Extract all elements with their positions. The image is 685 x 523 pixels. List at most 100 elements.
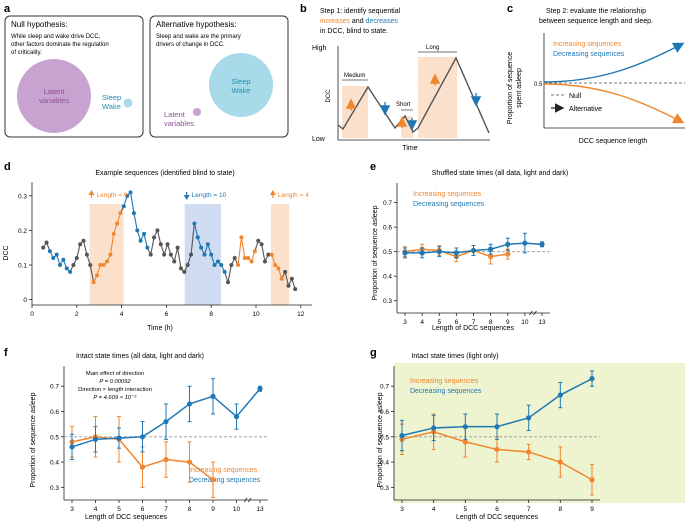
f-y-tick-label: 0.5: [50, 434, 59, 441]
dcc-point: [266, 252, 271, 257]
f-increasing-point: [210, 477, 216, 483]
panel-d-y-tick-label: 0.3: [18, 193, 27, 200]
dcc-point: [286, 283, 291, 288]
panel-c-y-axis-1: Proportion of sequence: [507, 52, 514, 124]
dcc-point: [148, 252, 153, 257]
dcc-segment: [173, 247, 179, 262]
panel-f: f Intact state times (all data, light an…: [4, 347, 268, 521]
dcc-point: [78, 242, 83, 247]
dcc-point: [202, 252, 207, 257]
panel-g-title: Intact state times (light only): [411, 353, 498, 360]
null-body-2: other factors dominate the regulation: [11, 42, 109, 48]
alt-title: Alternative hypothesis:: [156, 20, 237, 29]
dcc-point: [262, 259, 267, 264]
f-x-tick-label: 9: [211, 506, 215, 513]
g-x-tick-label: 7: [527, 506, 531, 513]
panel-d-x-tick-label: 12: [297, 311, 305, 318]
sleep-wake-small-circle: [123, 98, 133, 108]
dcc-point: [91, 280, 96, 285]
dcc-point: [71, 262, 76, 267]
dcc-segment: [130, 192, 135, 214]
dcc-point: [192, 221, 197, 226]
panel-f-stat-2: P = 0.00092: [99, 379, 131, 385]
dcc-point: [145, 245, 150, 250]
dcc-segment: [109, 233, 115, 255]
g-decreasing-point: [526, 415, 532, 421]
f-y-tick-label: 0.4: [50, 460, 59, 467]
panel-a-label: a: [4, 3, 11, 15]
dcc-point: [47, 249, 52, 254]
dcc-segment: [156, 230, 162, 245]
panel-d-axes: 0 0.1 0.2 0.3 0 2 4 6 8 10 12: [18, 182, 312, 318]
f-x-tick-label: 4: [94, 506, 98, 513]
e-decreasing-point: [470, 247, 477, 254]
f-y-tick-label: 0.6: [50, 409, 59, 416]
panel-f-stat-4: P = 4.609 × 10⁻⁵: [93, 394, 137, 401]
g-x-tick-label: 9: [590, 506, 594, 513]
light-period-background: [394, 363, 685, 503]
dcc-segment: [150, 237, 155, 255]
short-label: Short: [396, 102, 411, 108]
panel-c-y-axis-2: spent asleep: [516, 68, 523, 108]
long-shade: [418, 57, 457, 138]
panel-b-x-axis: Time: [402, 145, 417, 152]
dcc-point: [232, 256, 237, 261]
g-increasing-point: [462, 439, 468, 445]
e-decreasing-point: [453, 250, 459, 256]
long-label: Long: [426, 45, 439, 51]
dcc-point: [239, 235, 244, 240]
panel-e-x-axis: Length of DCC sequences: [432, 325, 515, 332]
g-x-tick-label: 8: [559, 506, 563, 513]
e-decreasing-point: [402, 250, 408, 256]
alt-body-2: drivers of change in DCC.: [156, 42, 225, 48]
panel-c-label: c: [507, 3, 513, 15]
panel-b: b Step 1: identify sequential increases …: [300, 3, 490, 152]
dcc-segment: [240, 237, 246, 259]
dcc-segment: [193, 223, 199, 238]
e-decreasing-point: [522, 240, 528, 246]
g-increasing-point: [526, 449, 532, 455]
dcc-point: [111, 231, 116, 236]
sequence-shades: [89, 204, 290, 305]
g-increasing-point: [557, 459, 563, 465]
panel-e-legend-inc: Increasing sequences: [413, 191, 482, 198]
dcc-point: [246, 256, 251, 261]
dcc-point: [219, 262, 224, 267]
g-x-tick-label: 5: [464, 506, 468, 513]
g-decreasing-point: [462, 424, 468, 430]
dcc-point: [74, 256, 79, 261]
dcc-point: [222, 269, 227, 274]
sequence-length-label: Length = 4: [278, 192, 309, 199]
dcc-point: [41, 245, 46, 250]
panel-d-label: d: [4, 161, 11, 173]
panel-g-x-axis: Length of DCC sequences: [456, 514, 539, 521]
dcc-point: [98, 262, 103, 267]
y-high-label: High: [312, 45, 327, 52]
g-x-tick-label: 4: [432, 506, 436, 513]
e-x-tick-label: 7: [472, 319, 476, 326]
dcc-point: [81, 238, 86, 243]
f-x-tick-label: 13: [256, 506, 264, 513]
panel-d-x-tick-label: 8: [209, 311, 213, 318]
panel-g-plot: [399, 370, 595, 496]
panel-f-stat-3: Direction × length interaction: [78, 387, 152, 393]
dcc-point: [94, 273, 99, 278]
e-decreasing-point: [436, 249, 442, 255]
increasing-alt-curve: [543, 83, 685, 124]
dcc-point: [273, 262, 278, 267]
dcc-segment: [143, 233, 148, 248]
g-decreasing-point: [557, 392, 563, 398]
e-x-tick-label: 6: [455, 319, 459, 326]
dcc-segment: [237, 237, 242, 266]
f-y-tick-label: 0.7: [50, 384, 59, 391]
f-decreasing-point: [139, 434, 146, 440]
dcc-segment: [190, 223, 195, 255]
latent-small-circle: [193, 108, 201, 116]
panel-d-annotations: Length = 9 Length = 10 Length = 4: [88, 190, 309, 200]
panel-c-y-tick: 0.5: [534, 82, 543, 88]
panel-d-y-axis: DCC: [3, 245, 10, 260]
e-axis-break: [529, 310, 537, 316]
e-x-tick-label: 13: [538, 319, 546, 326]
dcc-point: [108, 252, 113, 257]
dcc-point: [172, 259, 177, 264]
